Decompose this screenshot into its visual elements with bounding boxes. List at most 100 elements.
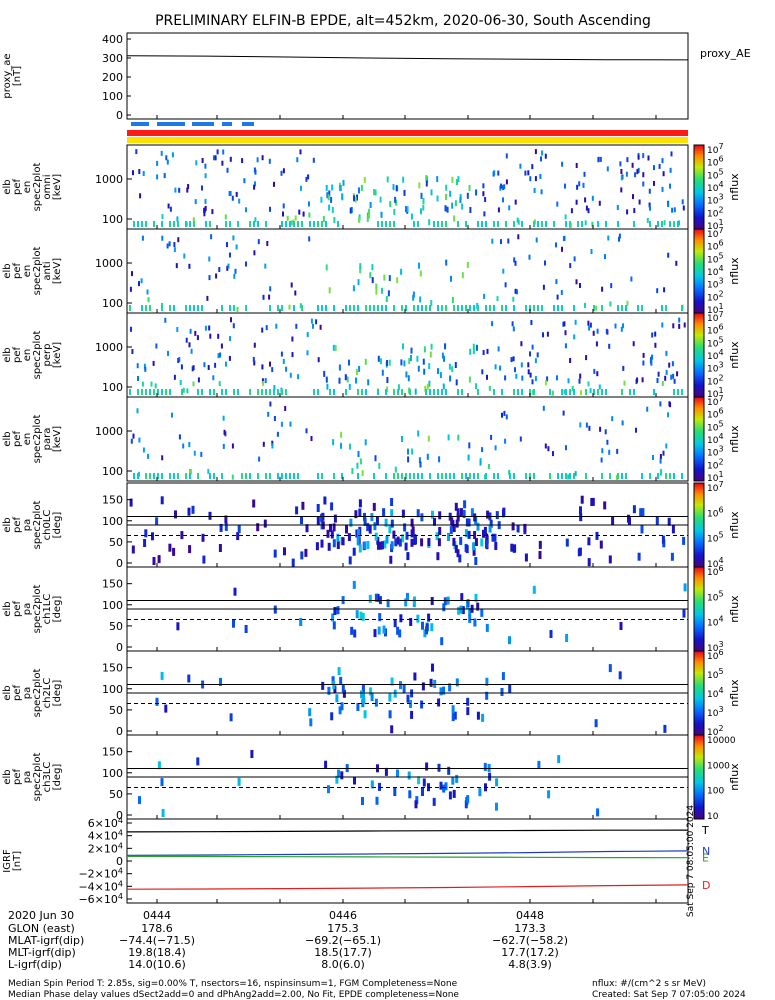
pitch-cell	[399, 614, 403, 623]
spectrogram-cell	[378, 462, 381, 469]
spectrogram-cell	[233, 273, 236, 279]
pitch-cell	[401, 509, 405, 518]
spectrogram-cell	[377, 221, 379, 227]
spectrogram-cell	[622, 323, 624, 329]
spectrogram-cell	[453, 305, 455, 311]
spectrogram-cell	[466, 192, 469, 199]
spectrogram-cell	[569, 358, 572, 363]
spectrogram-cell	[441, 473, 443, 479]
colorbar-swatch	[694, 585, 704, 589]
pitch-cell	[491, 533, 495, 542]
spectrogram-cell	[423, 346, 426, 353]
pitch-cell	[376, 593, 380, 602]
colorbar-swatch	[694, 604, 704, 608]
colorbar-swatch	[694, 522, 704, 526]
spectrogram-cell	[468, 376, 471, 383]
spectrogram-cell	[245, 207, 247, 213]
spectrogram-cell	[254, 181, 256, 187]
spectrogram-cell	[514, 260, 517, 266]
colorbar-swatch	[694, 621, 704, 625]
colorbar-tick-label: 101	[707, 302, 724, 316]
pitch-cell	[465, 545, 469, 554]
spectrogram-cell	[166, 243, 169, 249]
y-tick-label: 0	[116, 809, 123, 822]
colorbar-swatch	[694, 705, 704, 709]
spectrogram-cell	[291, 352, 294, 358]
spectrogram-cell	[579, 283, 581, 288]
spectrogram-cell	[218, 267, 221, 272]
colorbar-swatch	[694, 310, 704, 314]
spectrogram-cell	[141, 381, 144, 387]
pitch-cell	[404, 542, 408, 551]
spectrogram-cell	[437, 305, 439, 311]
footer-unit-note: nflux: #/(cm^2 s sr MeV)	[592, 979, 706, 989]
colorbar-unit-label: nflux	[728, 173, 741, 201]
spectrogram-cell	[564, 330, 567, 336]
spectrogram-cell	[273, 416, 276, 421]
spectrogram-cell	[348, 359, 350, 366]
pitch-cell	[168, 543, 172, 552]
pitch-cell	[508, 636, 511, 645]
spectrogram-cell	[420, 208, 422, 215]
spectrogram-cell	[183, 253, 186, 259]
colorbar-swatch	[694, 728, 704, 732]
pitch-cell	[565, 538, 569, 547]
y-axis-label: pef	[12, 517, 23, 534]
spectrogram-cell	[633, 221, 635, 227]
spectrogram-cell	[485, 305, 487, 311]
spectrogram-cell	[561, 305, 563, 311]
colorbar-tick-label: 106	[707, 155, 724, 169]
colorbar-swatch	[694, 384, 704, 387]
spectrogram-cell	[305, 428, 308, 434]
colorbar-swatch	[694, 229, 704, 232]
y-axis-label: pef	[12, 179, 23, 196]
spectrogram-cell	[426, 383, 429, 390]
spectrogram-cell	[426, 453, 429, 460]
colorbar-swatch	[694, 327, 704, 331]
colorbar-swatch	[694, 550, 704, 553]
spectrogram-cell	[496, 296, 499, 302]
spectrogram-cell	[457, 389, 459, 395]
spectrogram-cell	[140, 278, 143, 284]
spectrogram-cell	[512, 296, 515, 302]
colorbar-swatch	[694, 199, 704, 203]
spectrogram-cell	[341, 473, 343, 479]
colorbar-swatch	[694, 489, 704, 492]
spectrogram-cell	[556, 201, 559, 207]
spectrogram-cell	[317, 389, 319, 395]
pitch-cell	[440, 637, 444, 646]
pitch-cell	[332, 621, 336, 630]
spectrogram-cell	[514, 288, 517, 294]
spectrogram-cell	[285, 366, 288, 372]
pitch-cell	[388, 710, 392, 719]
colorbar-swatch	[694, 581, 704, 585]
spectrogram-cell	[507, 238, 510, 244]
spectrogram-cell	[445, 305, 447, 311]
pitch-cell	[618, 671, 622, 680]
y-axis-label: en	[22, 181, 33, 194]
pitch-cell	[476, 522, 480, 531]
spectrogram-cell	[598, 384, 601, 390]
spectrogram-cell	[529, 389, 531, 395]
spectrogram-cell	[497, 207, 500, 213]
spectrogram-cell	[281, 389, 283, 395]
colorbar-swatch	[694, 342, 704, 345]
colorbar-swatch	[694, 340, 704, 343]
spectrogram-cell	[189, 305, 191, 311]
colorbar-swatch	[694, 336, 704, 339]
colorbar-swatch	[694, 300, 704, 303]
spectrogram-cell	[444, 343, 447, 350]
spectrogram-cell	[541, 221, 543, 227]
spectrogram-cell	[285, 389, 287, 395]
spectrogram-cell	[517, 234, 520, 240]
colorbar-swatch	[694, 569, 704, 572]
spectrogram-cell	[619, 161, 622, 167]
spectrogram-cell	[308, 236, 311, 242]
colorbar-swatch	[694, 285, 704, 289]
pitch-cell	[480, 538, 484, 547]
footer-created: Created: Sat Sep 7 07:05:00 2024	[592, 990, 746, 1000]
spectrogram-cell	[451, 366, 454, 373]
spectrogram-cell	[256, 157, 259, 163]
spectrogram-cell	[169, 305, 171, 311]
